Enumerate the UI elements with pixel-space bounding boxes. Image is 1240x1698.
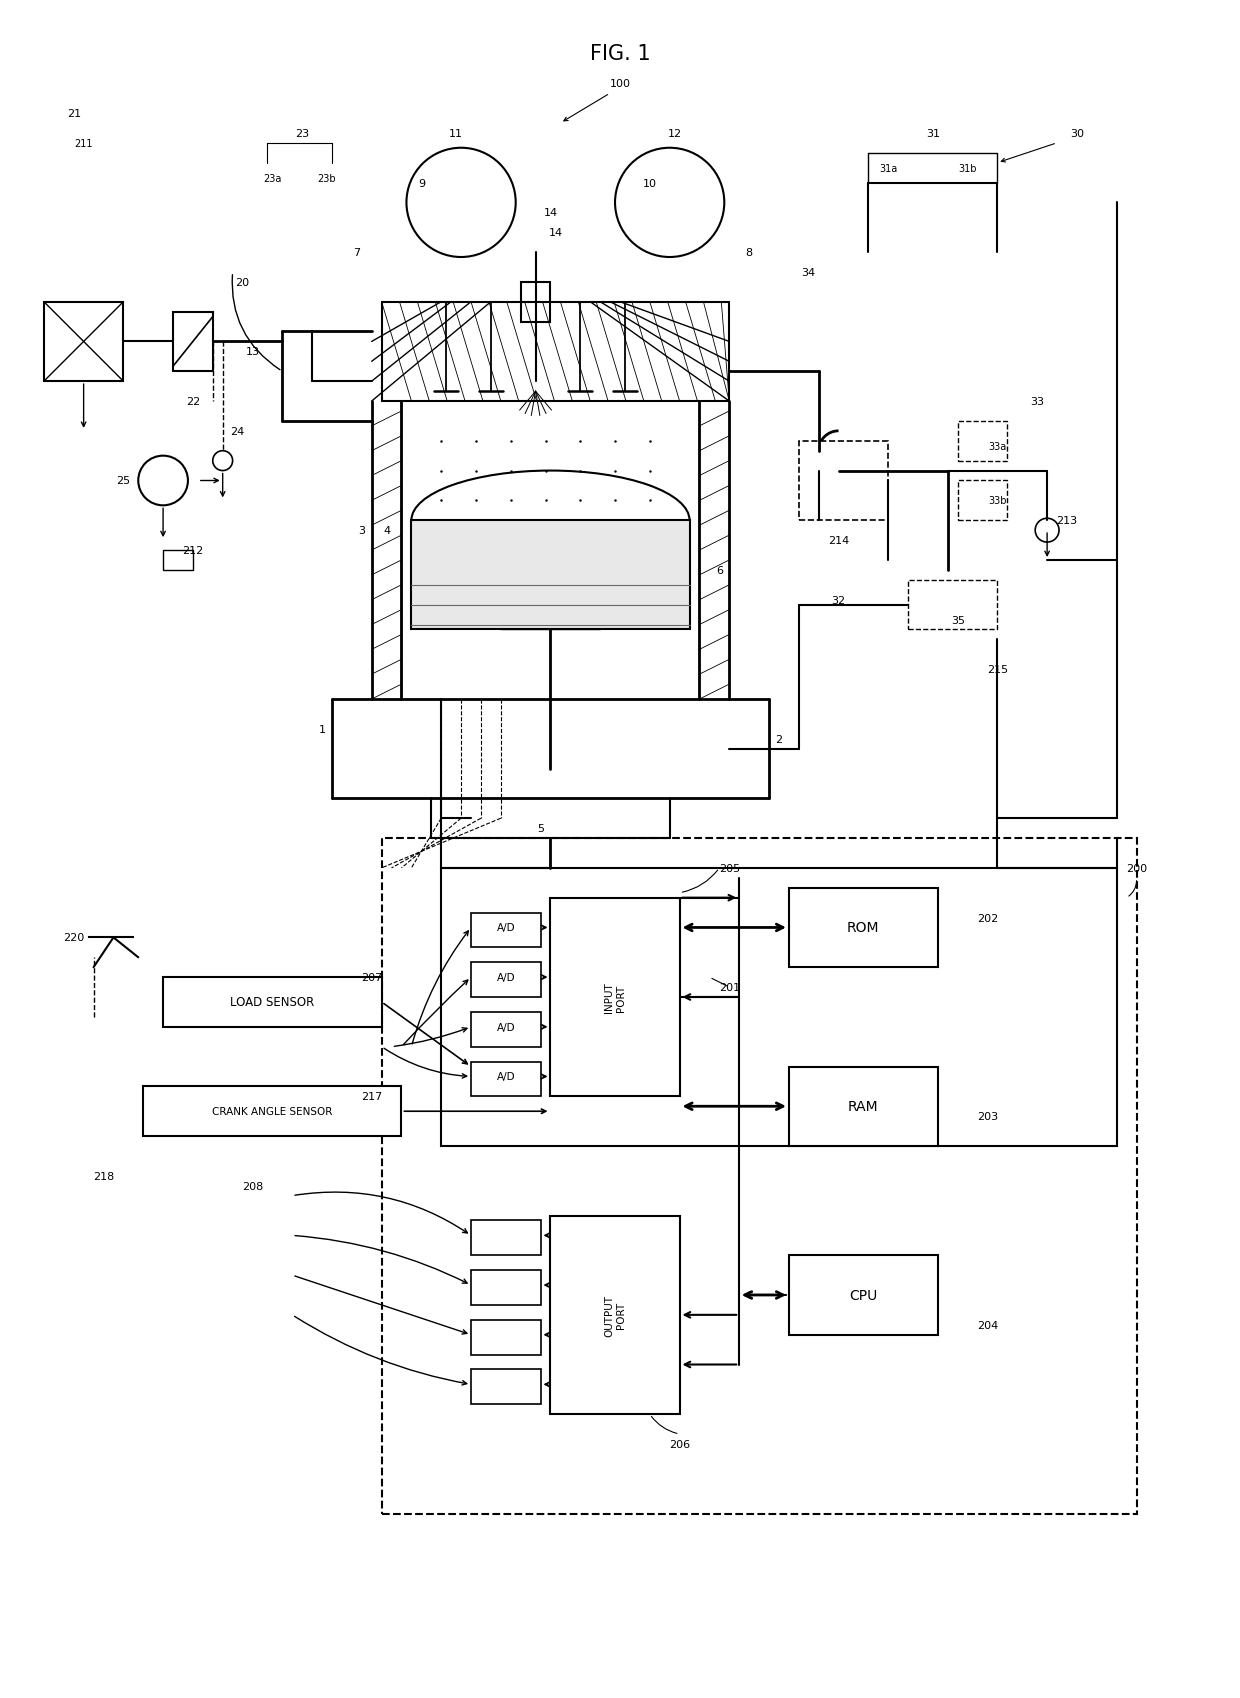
Text: FIG. 1: FIG. 1 xyxy=(590,44,650,65)
Text: 14: 14 xyxy=(543,209,558,217)
Text: 23: 23 xyxy=(295,129,309,139)
Text: 31b: 31b xyxy=(959,163,977,173)
Text: 204: 204 xyxy=(977,1319,998,1330)
Text: 201: 201 xyxy=(719,983,740,992)
Text: 203: 203 xyxy=(977,1112,998,1121)
Bar xyxy=(471,963,541,997)
Bar xyxy=(164,978,382,1027)
Text: 206: 206 xyxy=(670,1440,691,1448)
Text: 10: 10 xyxy=(642,178,657,188)
Text: 34: 34 xyxy=(802,268,816,278)
Text: 22: 22 xyxy=(186,397,200,408)
Text: 6: 6 xyxy=(715,565,723,576)
Text: 3: 3 xyxy=(358,526,366,537)
Bar xyxy=(957,421,1007,462)
Bar xyxy=(799,441,888,521)
Text: 215: 215 xyxy=(987,666,1008,674)
Bar xyxy=(957,481,1007,521)
Bar xyxy=(471,1221,541,1255)
Text: 12: 12 xyxy=(667,129,682,139)
Text: 9: 9 xyxy=(418,178,425,188)
Text: A/D: A/D xyxy=(496,1071,515,1082)
Text: 30: 30 xyxy=(1070,129,1084,139)
Text: 211: 211 xyxy=(74,139,93,149)
Text: 20: 20 xyxy=(236,278,249,287)
Bar xyxy=(471,1270,541,1306)
Bar xyxy=(551,1216,680,1414)
Bar xyxy=(471,1012,541,1048)
Text: 31: 31 xyxy=(926,129,940,139)
Text: 207: 207 xyxy=(361,973,382,983)
Text: 213: 213 xyxy=(1056,516,1078,526)
Text: A/D: A/D xyxy=(496,924,515,932)
Text: 13: 13 xyxy=(246,346,259,357)
Text: A/D: A/D xyxy=(496,1022,515,1032)
Text: OUTPUT
PORT: OUTPUT PORT xyxy=(604,1294,626,1336)
Text: 217: 217 xyxy=(361,1092,382,1102)
Bar xyxy=(551,898,680,1097)
Text: INPUT
PORT: INPUT PORT xyxy=(604,981,626,1012)
Bar xyxy=(382,839,1137,1513)
Bar xyxy=(471,1370,541,1404)
Bar xyxy=(164,550,193,571)
Text: 33a: 33a xyxy=(988,441,1007,452)
Text: 214: 214 xyxy=(828,537,849,545)
Text: RAM: RAM xyxy=(848,1100,879,1114)
Text: 212: 212 xyxy=(182,545,203,555)
Text: 205: 205 xyxy=(719,863,740,873)
Text: 218: 218 xyxy=(93,1172,114,1182)
Text: 11: 11 xyxy=(449,129,463,139)
Text: 7: 7 xyxy=(353,248,361,258)
Text: 208: 208 xyxy=(242,1182,263,1190)
Bar xyxy=(412,521,689,630)
Text: 21: 21 xyxy=(67,109,81,119)
Bar xyxy=(471,914,541,947)
Text: ROM: ROM xyxy=(847,920,879,936)
Text: CRANK ANGLE SENSOR: CRANK ANGLE SENSOR xyxy=(212,1107,332,1117)
Text: 220: 220 xyxy=(63,932,84,942)
Text: 5: 5 xyxy=(537,824,544,834)
Text: CPU: CPU xyxy=(849,1289,878,1302)
Bar xyxy=(471,1319,541,1355)
Text: 33b: 33b xyxy=(988,496,1007,506)
Bar xyxy=(521,282,551,323)
Bar xyxy=(441,868,1117,1146)
Text: A/D: A/D xyxy=(496,973,515,983)
Bar xyxy=(908,581,997,630)
Text: 35: 35 xyxy=(951,615,965,625)
Bar xyxy=(144,1087,402,1136)
Text: 23a: 23a xyxy=(263,173,281,183)
Text: 33: 33 xyxy=(1030,397,1044,408)
Text: 24: 24 xyxy=(231,426,244,436)
Bar xyxy=(43,302,123,382)
Bar xyxy=(789,1066,937,1146)
Text: 200: 200 xyxy=(1126,863,1147,873)
Text: LOAD SENSOR: LOAD SENSOR xyxy=(231,995,315,1009)
Bar xyxy=(789,888,937,968)
Text: 32: 32 xyxy=(832,596,846,604)
Text: 4: 4 xyxy=(383,526,391,537)
Text: 23b: 23b xyxy=(317,173,336,183)
Text: 100: 100 xyxy=(610,80,630,88)
Text: 2: 2 xyxy=(775,734,782,744)
Bar xyxy=(471,1061,541,1097)
Bar xyxy=(174,312,213,372)
Text: 8: 8 xyxy=(745,248,753,258)
Text: 31a: 31a xyxy=(879,163,898,173)
Text: 1: 1 xyxy=(319,725,326,734)
Bar xyxy=(789,1255,937,1335)
Text: 14: 14 xyxy=(548,228,563,238)
Text: 202: 202 xyxy=(977,914,998,924)
Text: 25: 25 xyxy=(117,475,130,486)
